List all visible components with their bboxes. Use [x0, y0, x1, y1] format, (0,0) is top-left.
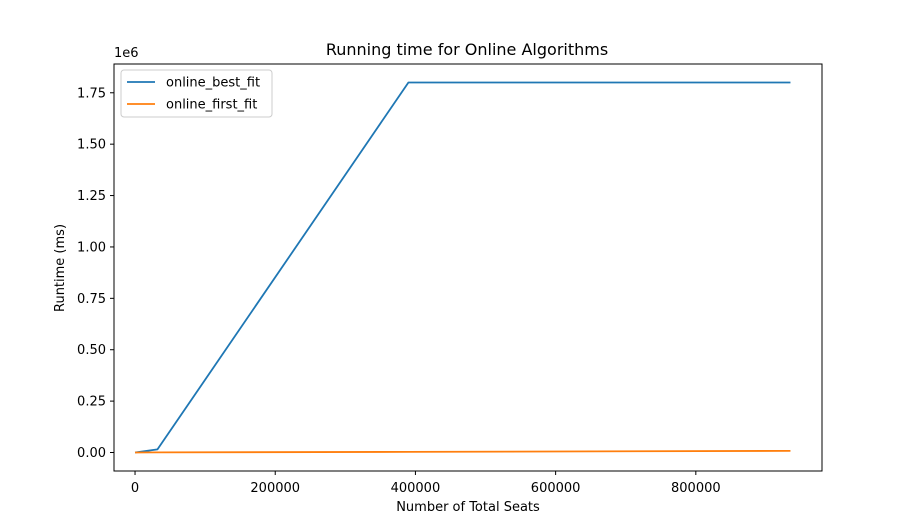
- y-tick-label: 1.50: [77, 138, 106, 153]
- x-tick-label: 800000: [671, 481, 721, 496]
- series-layer: [134, 81, 791, 454]
- series-line-online-first-fit: [135, 449, 791, 454]
- y-tick-label: 0.50: [77, 343, 106, 358]
- y-tick-label: 0.00: [77, 446, 106, 461]
- plot-area: [113, 63, 823, 472]
- y-tick-label: 1.75: [77, 86, 106, 101]
- x-tick-label: 0: [131, 481, 139, 496]
- chart-title: Running time for Online Algorithms: [326, 40, 608, 59]
- y-tick-label: 1.25: [77, 189, 106, 204]
- legend: online_best_fit online_first_fit: [120, 69, 273, 118]
- x-axis: 0 200000 400000 600000 800000: [131, 471, 721, 496]
- plot-frame: [113, 63, 823, 472]
- y-tick-label: 0.75: [77, 292, 106, 307]
- y-tick-label: 0.25: [77, 395, 106, 410]
- x-tick-label: 600000: [531, 481, 581, 496]
- x-tick-label: 400000: [391, 481, 441, 496]
- x-tick-label: 200000: [250, 481, 300, 496]
- legend-label-online-best-fit: online_best_fit: [166, 76, 260, 91]
- y-axis-offset-label: 1e6: [114, 46, 139, 61]
- y-axis: 0.00 0.25 0.50 0.75 1.00 1.25 1.50 1.75: [77, 86, 114, 461]
- legend-box: [120, 69, 273, 118]
- x-axis-label: Number of Total Seats: [396, 500, 540, 515]
- y-tick-label: 1.00: [77, 240, 106, 255]
- y-axis-label: Runtime (ms): [53, 224, 68, 312]
- legend-label-online-first-fit: online_first_fit: [166, 98, 257, 113]
- series-line-online-best-fit: [134, 81, 791, 454]
